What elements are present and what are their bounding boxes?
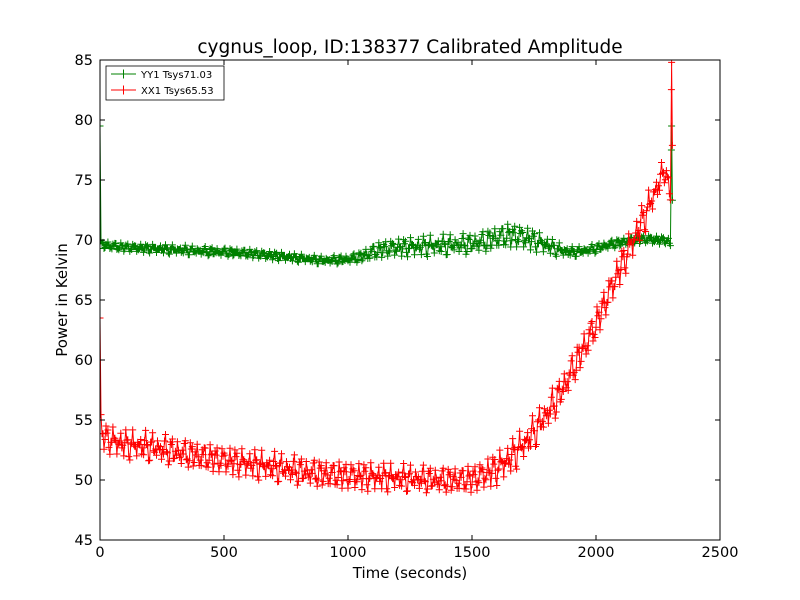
y-tick-label-70: 70 xyxy=(75,233,93,249)
x-tick-label-1000: 1000 xyxy=(330,545,367,561)
legend-label-xx1: XX1 Tsys65.53 xyxy=(141,86,214,97)
x-tick-label-500: 500 xyxy=(210,545,238,561)
y-tick-label-45: 45 xyxy=(75,533,93,549)
y-tick-label-75: 75 xyxy=(75,173,93,189)
y-tick-label-80: 80 xyxy=(75,113,93,129)
x-tick-label-2000: 2000 xyxy=(578,545,615,561)
series-markers-xx1-tsys65-53 xyxy=(100,60,676,497)
legend-marker-yy1 xyxy=(119,69,128,79)
legend-entry-yy1: YY1 Tsys71.03 xyxy=(111,69,212,81)
chart-title: cygnus_loop, ID:138377 Calibrated Amplit… xyxy=(197,37,622,58)
y-tick-label-55: 55 xyxy=(75,413,93,429)
legend-entry-xx1: XX1 Tsys65.53 xyxy=(111,85,214,97)
series-xx1-tsys65-53 xyxy=(100,60,676,497)
series-yy1-tsys71-03 xyxy=(100,122,676,268)
series-markers-yy1-tsys71-03 xyxy=(100,122,676,268)
legend-marker-xx1 xyxy=(119,85,128,95)
y-tick-label-50: 50 xyxy=(75,473,93,489)
x-tick-label-1500: 1500 xyxy=(454,545,491,561)
y-tick-label-60: 60 xyxy=(75,353,93,369)
y-tick-label-65: 65 xyxy=(75,293,93,309)
tick-layer: 0 500 1000 1500 2000 2500 45 50 55 60 65 70 75 80 85 xyxy=(75,53,739,561)
x-tick-label-2500: 2500 xyxy=(702,545,739,561)
y-tick-label-85: 85 xyxy=(75,53,93,69)
legend-label-yy1: YY1 Tsys71.03 xyxy=(140,70,212,81)
y-axis-label: Power in Kelvin xyxy=(53,243,71,357)
legend-box xyxy=(105,65,225,101)
plot-layer xyxy=(100,60,676,497)
plot-clip-group xyxy=(100,60,676,497)
x-tick-label-0: 0 xyxy=(95,545,104,561)
x-axis-label: Time (seconds) xyxy=(352,564,468,582)
legend: YY1 Tsys71.03 XX1 Tsys65.53 xyxy=(105,65,225,101)
